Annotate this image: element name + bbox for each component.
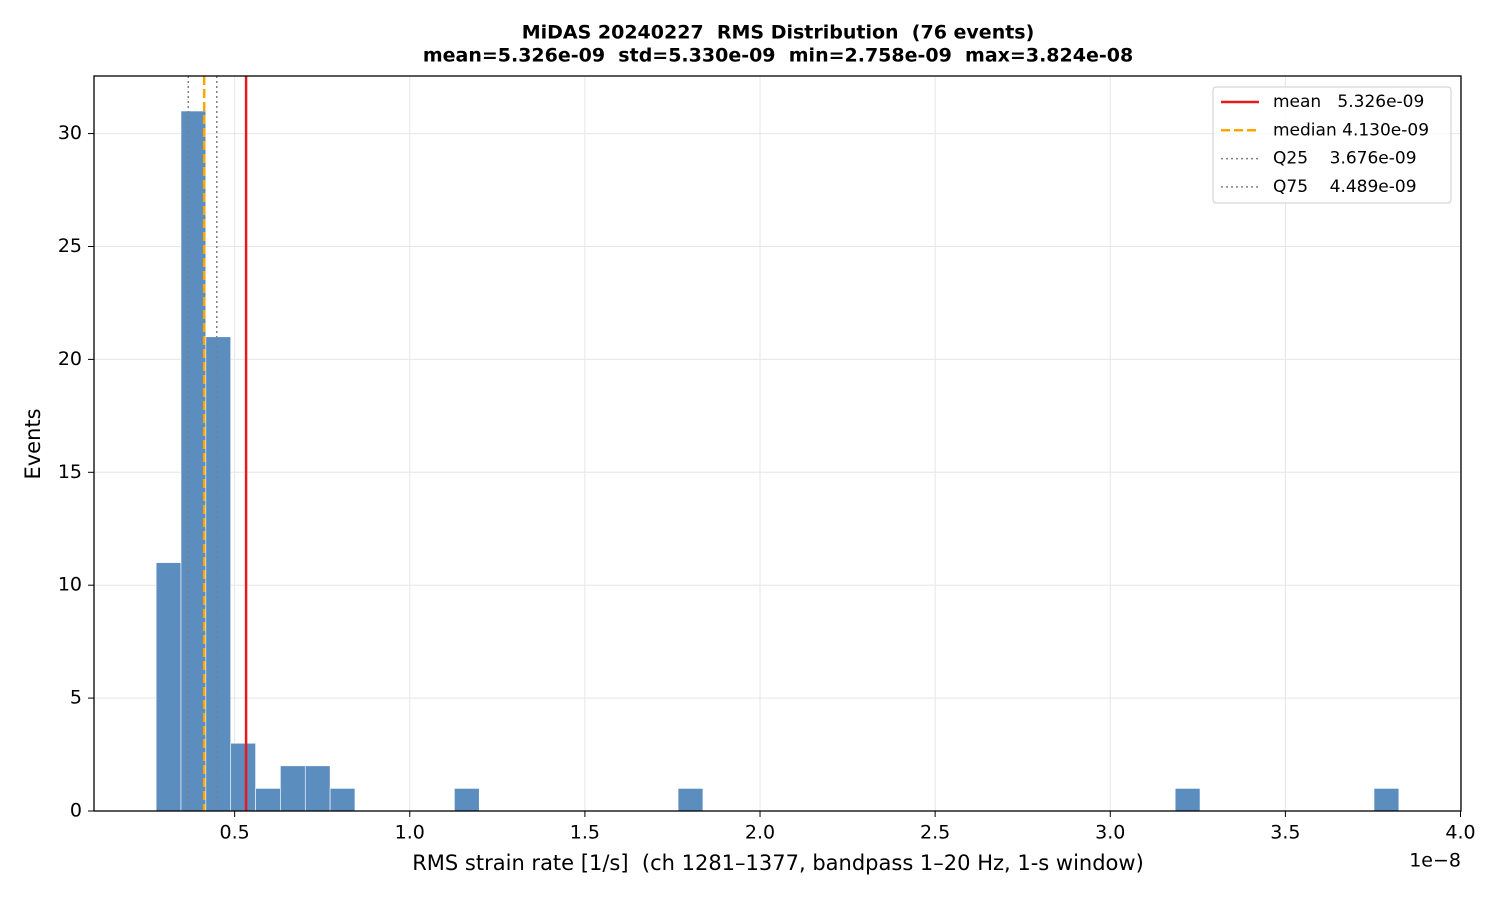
bar (180, 110, 207, 812)
legend-label: mean 5.326e-09 (1273, 92, 1424, 112)
legend: mean 5.326e-09 median 4.130e-09 Q25 3.676e… (1212, 86, 1452, 204)
x-tick-label: 1.0 (395, 822, 425, 844)
bar (1174, 788, 1201, 812)
y-axis-label: Events (21, 408, 45, 479)
bar (329, 788, 356, 812)
bar (304, 765, 331, 812)
y-tick-label: 5 (70, 687, 82, 709)
legend-label: median 4.130e-09 (1273, 120, 1429, 140)
y-tick-label: 10 (58, 574, 82, 596)
bar (205, 336, 231, 812)
y-tick-label: 25 (58, 235, 82, 257)
x-tick-label: 2.5 (920, 822, 950, 844)
legend-label: Q75 4.489e-09 (1273, 177, 1417, 197)
x-tick-label: 1.5 (570, 822, 600, 844)
bar (255, 788, 281, 812)
legend-label: Q25 3.676e-09 (1273, 149, 1417, 169)
legend-box (1212, 86, 1452, 204)
x-tick-label: 0.5 (220, 822, 250, 844)
bar (677, 788, 704, 812)
bar (1373, 788, 1400, 812)
x-tick-label: 3.5 (1270, 822, 1300, 844)
y-tick-label: 30 (58, 122, 82, 144)
y-tick-label: 0 (70, 800, 82, 822)
x-axis-label: RMS strain rate [1/s] (ch 1281–1377, ban… (412, 851, 1144, 875)
y-tick-label: 20 (58, 348, 82, 370)
chart-subtitle: mean=5.326e-09 std=5.330e-09 min=2.758e-… (423, 45, 1133, 67)
chart-title: MiDAS 20240227 RMS Distribution (76 even… (522, 22, 1035, 44)
bar (280, 765, 306, 812)
x-tick-label: 4.0 (1445, 822, 1475, 844)
bar (155, 562, 182, 812)
bar (454, 788, 480, 812)
x-tick-label: 2.0 (745, 822, 775, 844)
y-tick-label: 15 (58, 461, 82, 483)
bar (230, 742, 256, 812)
plot-frame (93, 75, 1462, 812)
x-offset-label: 1e−8 (1409, 850, 1461, 872)
x-tick-label: 3.0 (1095, 822, 1125, 844)
